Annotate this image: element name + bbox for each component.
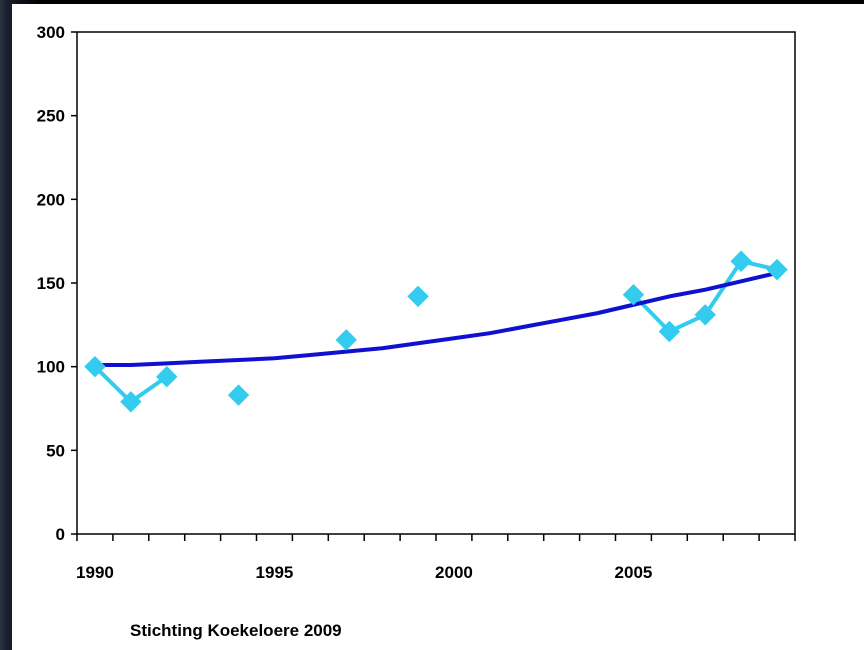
chart: 0 50 100 150 200 250 300 1990 1995 2000 2005 bbox=[37, 23, 796, 582]
data-point-2008 bbox=[730, 250, 752, 272]
y-tick-label-150: 150 bbox=[37, 274, 65, 293]
x-tick-label-1995: 1995 bbox=[256, 563, 294, 582]
y-tick-label-300: 300 bbox=[37, 23, 65, 42]
data-point-2009 bbox=[766, 258, 788, 281]
data-point-2006 bbox=[658, 320, 681, 343]
data-point-1997 bbox=[335, 329, 357, 351]
chart-credit: Stichting Koekeloere 2009 bbox=[130, 621, 342, 640]
y-tick-label-250: 250 bbox=[37, 107, 65, 126]
data-point-2005 bbox=[622, 284, 645, 306]
data-point-2007 bbox=[694, 304, 716, 326]
chart-panel: 0 50 100 150 200 250 300 1990 1995 2000 2005 Stich… bbox=[12, 4, 864, 650]
x-tick-label-2005: 2005 bbox=[615, 563, 653, 582]
y-tick-label-0: 0 bbox=[56, 525, 65, 544]
data-point-1992 bbox=[156, 365, 178, 388]
x-tick-label-1990: 1990 bbox=[76, 563, 114, 582]
y-tick-label-50: 50 bbox=[46, 441, 65, 460]
data-point-1999 bbox=[407, 285, 429, 308]
plot-area-frame bbox=[76, 31, 796, 535]
data-point-1991 bbox=[120, 391, 142, 413]
trend-line bbox=[94, 271, 778, 367]
y-tick-label-200: 200 bbox=[37, 190, 65, 209]
y-tick-label-100: 100 bbox=[37, 358, 65, 377]
data-point-1990 bbox=[84, 355, 106, 378]
x-tick-label-2000: 2000 bbox=[435, 563, 473, 582]
data-point-1994 bbox=[227, 384, 250, 406]
